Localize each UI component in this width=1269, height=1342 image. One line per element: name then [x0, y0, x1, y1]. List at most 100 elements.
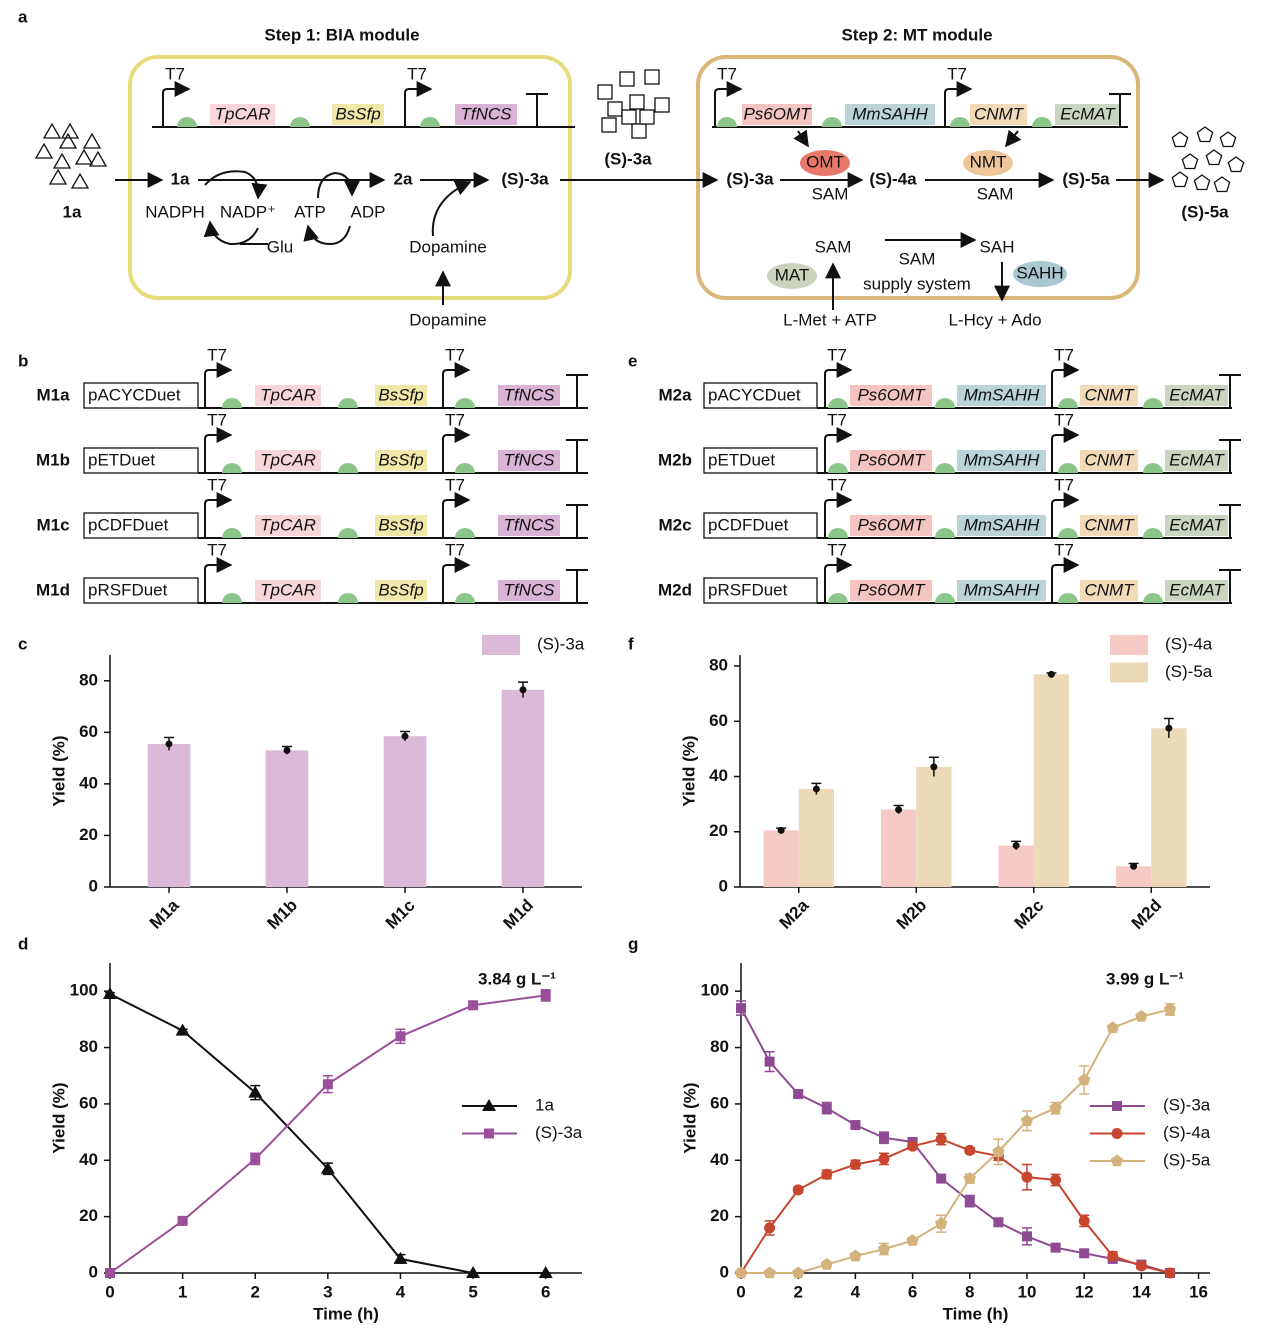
pentagon-icon [1196, 126, 1214, 143]
legend-swatch [482, 635, 520, 655]
triangle-icon [52, 152, 72, 169]
gene-box [850, 385, 932, 406]
replicate-dot [401, 732, 409, 740]
rbs [290, 117, 310, 127]
triangle-icon [42, 122, 62, 139]
marker [1107, 1250, 1119, 1262]
triangle-icon [88, 150, 108, 167]
gene-box [850, 515, 932, 536]
cofactor-label: Dopamine [409, 237, 487, 256]
replicate-dot [283, 746, 291, 754]
y-tick-label: 40 [79, 773, 98, 792]
legend-label: (S)-4a [1163, 1123, 1211, 1142]
gene-label: EcMAT [1169, 450, 1225, 469]
gene-label: MmSAHH [964, 450, 1040, 469]
construct-id: M1a [36, 385, 70, 404]
rbs [717, 117, 737, 127]
marker [764, 1056, 775, 1067]
marker [395, 1031, 406, 1042]
marker [1021, 1171, 1033, 1183]
rbs [1143, 463, 1163, 473]
enzyme [800, 150, 850, 176]
rbs [1143, 398, 1163, 408]
cofactor-label: ATP [294, 202, 326, 221]
promoter-label: T7 [207, 345, 227, 364]
rbs [338, 528, 358, 538]
promoter-label: T7 [947, 64, 967, 83]
x-tick-label: 0 [105, 1282, 114, 1301]
y-tick-label: 40 [710, 1150, 729, 1169]
legend-label: (S)-4a [1165, 634, 1213, 653]
marker [320, 1161, 335, 1174]
compound-label: (S)-4a [869, 169, 917, 188]
x-tick-label: 2 [250, 1282, 259, 1301]
marker [935, 1217, 948, 1229]
promoter-arrow [204, 427, 233, 473]
x-tick-label: M2c [1011, 896, 1048, 933]
input-label: L-Hcy + Ado [948, 310, 1041, 329]
marker [1106, 1021, 1119, 1034]
x-tick-label: 12 [1075, 1282, 1094, 1301]
x-tick-label: 8 [965, 1282, 974, 1301]
enzyme [963, 150, 1013, 176]
rbs [828, 463, 848, 473]
y-tick-label: 0 [719, 876, 728, 895]
promoter-arrow [162, 81, 191, 127]
x-tick-label: 16 [1189, 1282, 1208, 1301]
marker [393, 1251, 408, 1264]
plasmid-box [83, 382, 199, 409]
construct-id: M2c [658, 515, 691, 534]
rbs [1058, 593, 1078, 603]
bar [147, 743, 191, 887]
rbs [1143, 528, 1163, 538]
marker [993, 1217, 1004, 1228]
pentagon-icon [1171, 171, 1189, 188]
rbs [222, 398, 242, 408]
gene-label: Ps6OMT [857, 385, 926, 404]
gene-label: TfNCS [504, 450, 556, 469]
plasmid-label: pRSFDuet [88, 580, 168, 599]
gene-label: TpCAR [260, 580, 316, 599]
promoter-arrow [824, 557, 853, 603]
gene-box [957, 580, 1046, 601]
gene-label: MmSAHH [964, 385, 1040, 404]
x-tick-label: M2d [1128, 896, 1165, 933]
compound-label: 1a [63, 202, 82, 221]
gene-box [332, 104, 384, 125]
plasmid-label: pCDFDuet [88, 515, 169, 534]
triangle-icon [48, 168, 68, 185]
gene-label: Ps6OMT [857, 450, 926, 469]
rbs [1058, 398, 1078, 408]
y-tick-label: 40 [709, 766, 728, 785]
rbs [828, 593, 848, 603]
panel-label: c [18, 634, 27, 653]
compound-label: (S)-3a [501, 169, 549, 188]
gene-box [957, 385, 1046, 406]
construct-id: M1d [36, 580, 70, 599]
y-tick-label: 100 [701, 981, 729, 1000]
arrow [204, 170, 268, 200]
gene-box [845, 104, 935, 125]
metabolite-label: SAM [812, 184, 849, 203]
gene-box [850, 450, 932, 471]
y-tick-label: 20 [709, 821, 728, 840]
arrow [317, 171, 360, 199]
rbs [222, 593, 242, 603]
legend-swatch [1110, 662, 1148, 683]
series-line [741, 1008, 1171, 1274]
supply-label: SAM [899, 249, 936, 268]
promoter-arrow [442, 362, 471, 408]
plasmid-label: pETDuet [708, 450, 775, 469]
promoter-label: T7 [207, 540, 227, 559]
marker [248, 1085, 263, 1098]
gene-label: CNMT [1084, 580, 1135, 599]
rbs [338, 398, 358, 408]
pentagon-icon [1171, 131, 1189, 148]
replicate-dot [1047, 670, 1055, 678]
y-tick-label: 20 [79, 825, 98, 844]
gene-box [455, 104, 517, 125]
square-icon [597, 84, 613, 100]
marker [105, 1268, 115, 1278]
construct-id: M2b [658, 450, 692, 469]
gene-box [498, 580, 560, 601]
